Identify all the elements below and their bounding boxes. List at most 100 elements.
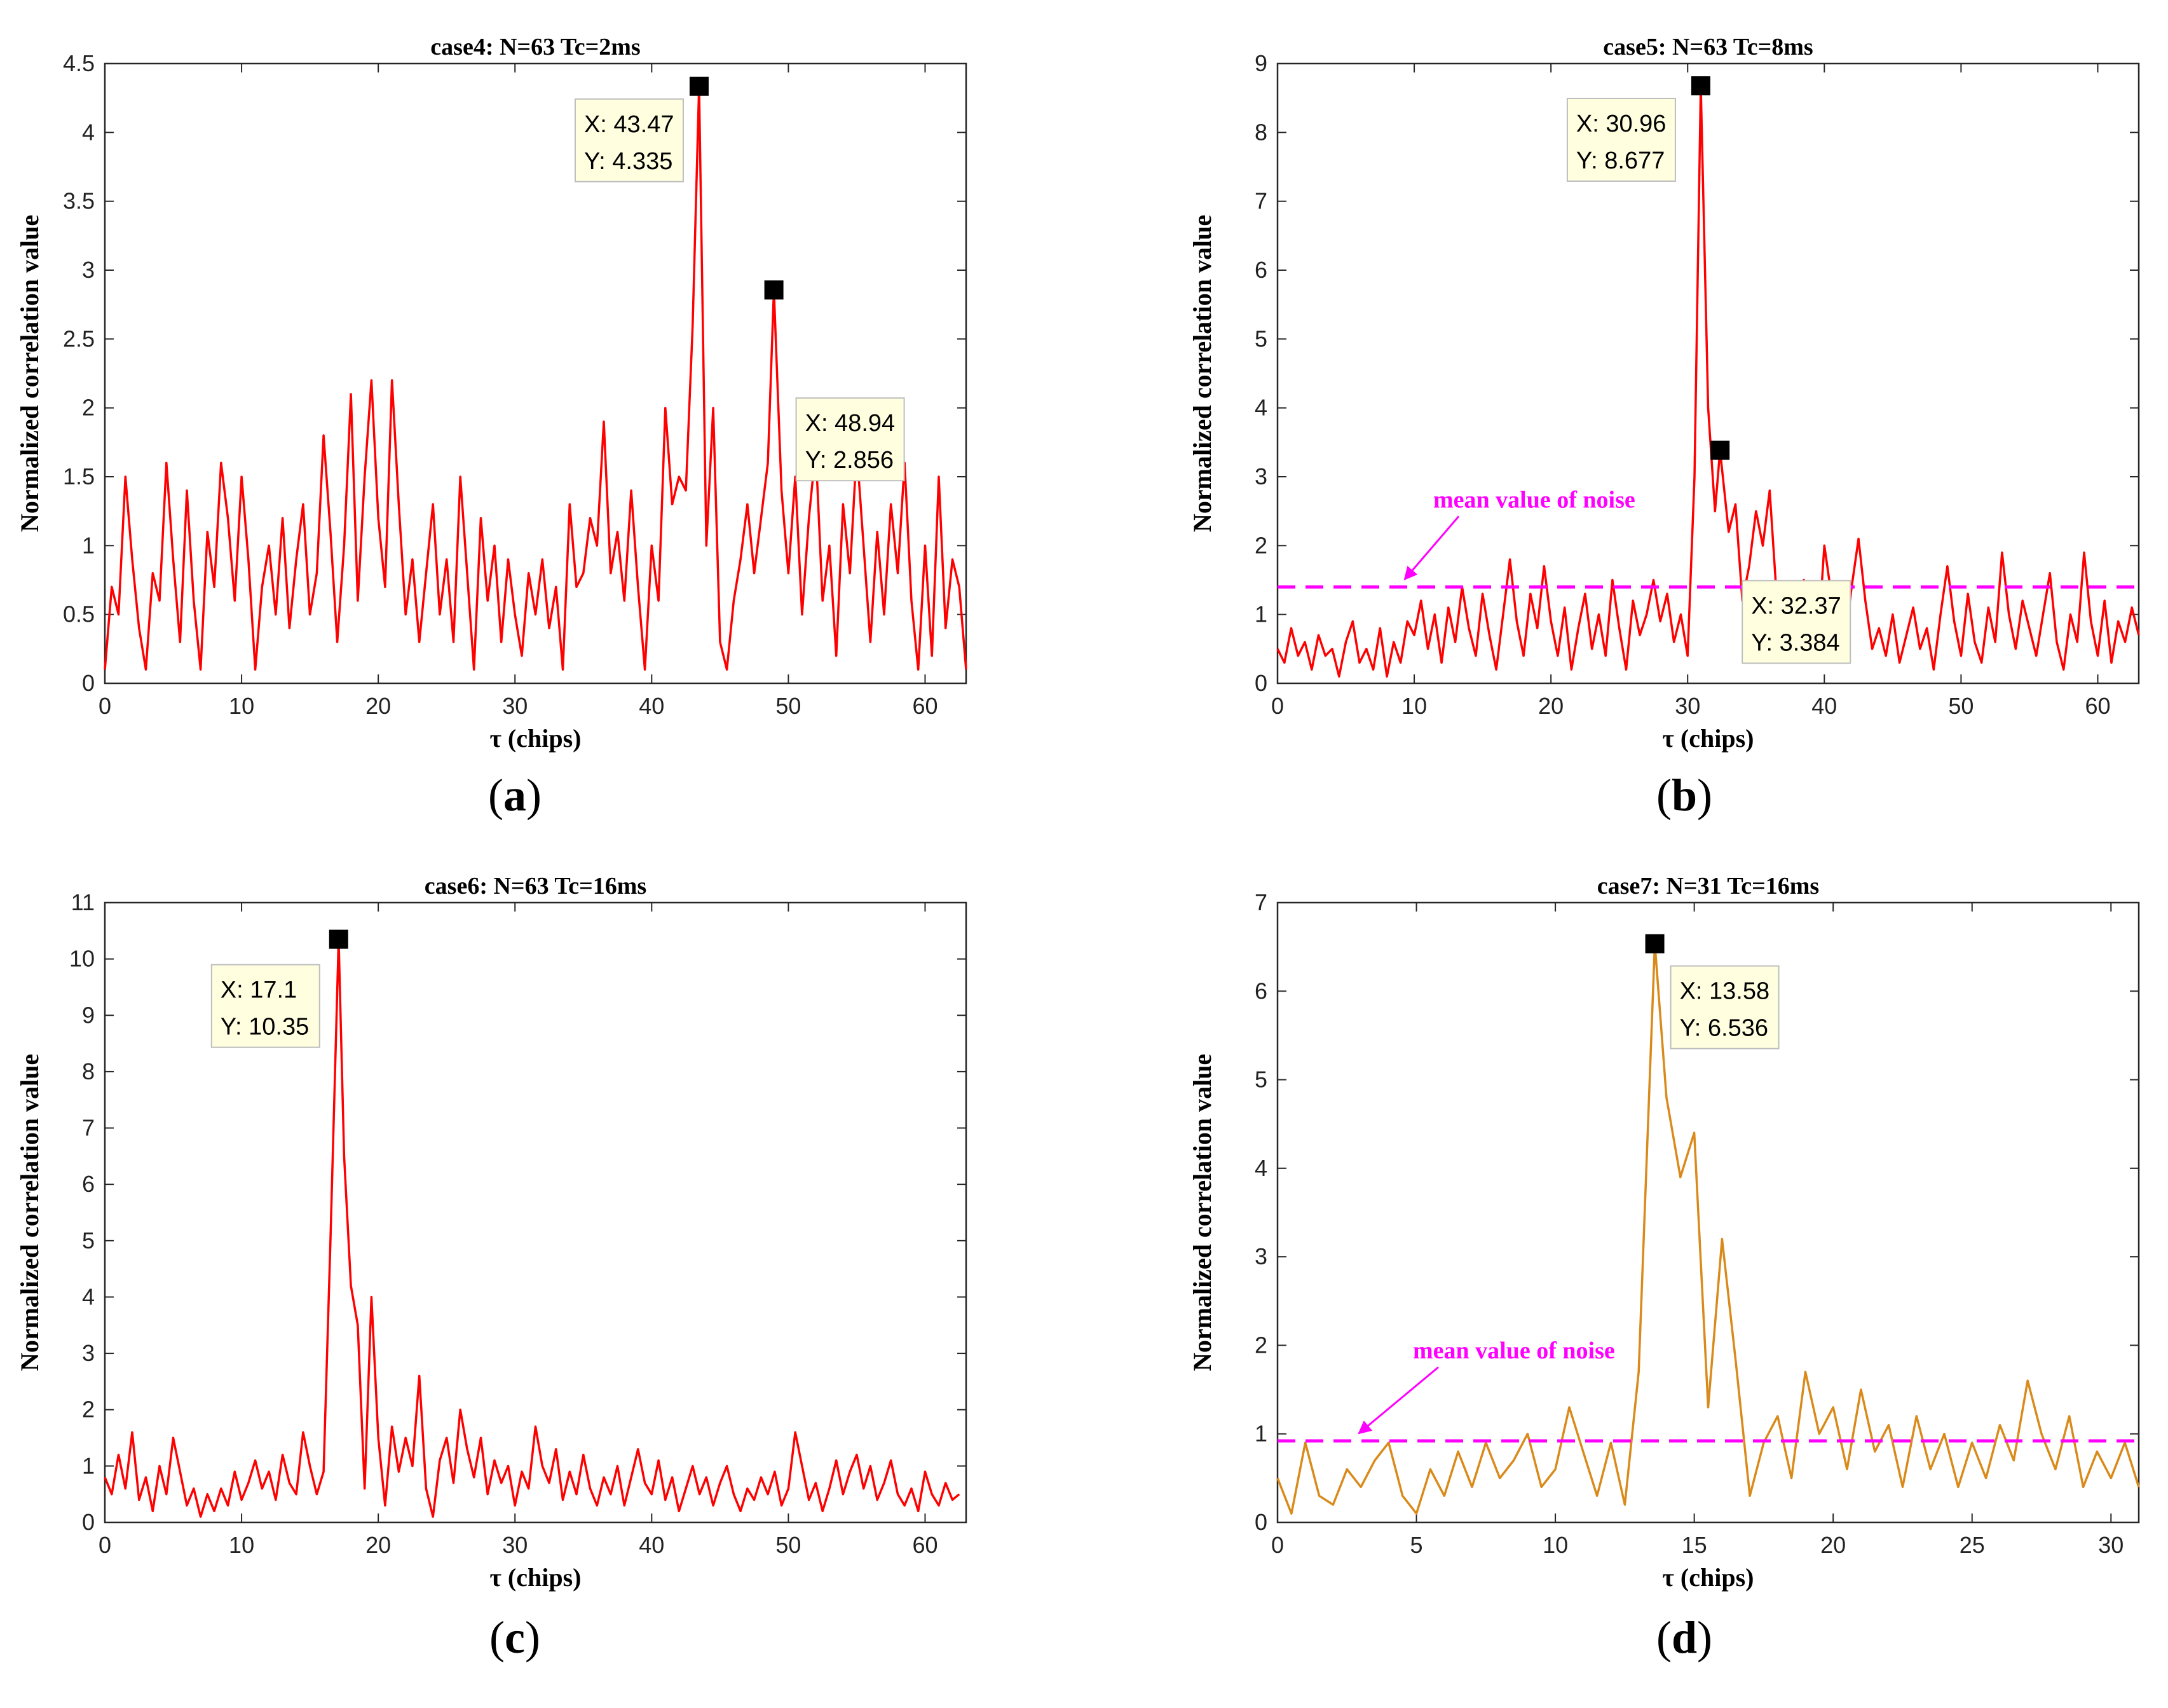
x-tick-label: 0 [99, 693, 111, 719]
y-axis-label: Normalized correlation value [15, 1054, 44, 1371]
y-tick-label: 6 [82, 1171, 95, 1197]
panel-caption: (b) [1656, 770, 1712, 821]
panel-caption-letter: a [503, 770, 526, 821]
x-axis-label: τ (chips) [1662, 724, 1754, 753]
chart-title: case7: N=31 Tc=16ms [1597, 873, 1819, 899]
chart-panel-d: 0 5 10 15 20 25 30 0 1 2 3 4 5 6 7 case7: N=31 Tc=16ms τ… [1188, 873, 2140, 1663]
x-tick-label: 0 [99, 1532, 111, 1558]
x-tick-label: 0 [1271, 693, 1284, 719]
y-tick-label: 2 [82, 1397, 95, 1423]
x-tick-label: 10 [1543, 1532, 1568, 1558]
y-tick-label: 4 [82, 119, 95, 145]
datatip-x: X: 30.96 [1576, 111, 1667, 137]
y-tick-label: 0 [1255, 1509, 1267, 1535]
datatip-y: Y: 4.335 [584, 148, 672, 175]
datatip-x: X: 48.94 [805, 410, 896, 437]
panel-caption: (a) [488, 770, 542, 821]
y-tick-label: 5 [1255, 1067, 1267, 1093]
x-tick-label: 20 [1820, 1532, 1846, 1558]
y-tick-label: 0.5 [63, 601, 95, 627]
datatip-box [1670, 965, 1780, 1049]
y-tick-label: 2 [1255, 532, 1267, 558]
x-tick-label: 30 [2098, 1532, 2124, 1558]
mean-noise-label: mean value of noise [1413, 1337, 1615, 1364]
y-tick-label: 5 [1255, 325, 1267, 352]
series-line [1276, 85, 2140, 678]
x-tick-label: 50 [775, 693, 801, 719]
panel-caption-close: ) [1697, 1612, 1712, 1663]
panel-caption-letter: b [1672, 770, 1697, 821]
datatip-box [574, 98, 684, 182]
x-axis-label: τ (chips) [489, 724, 581, 753]
y-axis-label: Normalized correlation value [15, 215, 44, 532]
datatip-x: X: 32.37 [1751, 592, 1841, 619]
y-tick-label: 2 [1255, 1332, 1267, 1358]
x-tick-label: 10 [1401, 693, 1427, 719]
chart-title: case5: N=63 Tc=8ms [1603, 34, 1813, 60]
y-tick-label: 1 [82, 1452, 95, 1479]
y-tick-label: 3 [1255, 1243, 1267, 1269]
y-tick-label: 7 [1255, 889, 1267, 915]
datatip-box [210, 964, 320, 1048]
panel-caption-open: ( [1656, 770, 1672, 821]
panel-caption-close: ) [1697, 770, 1712, 821]
x-tick-label: 50 [1948, 693, 1974, 719]
x-tick-label: 60 [2085, 693, 2110, 719]
x-tick-label: 5 [1410, 1532, 1423, 1558]
y-tick-label: 11 [71, 889, 95, 915]
datatip-y: Y: 8.677 [1576, 147, 1665, 174]
y-tick-label: 4 [82, 1283, 95, 1309]
y-tick-label: 3 [82, 1340, 95, 1366]
y-tick-label: 1 [1255, 1421, 1267, 1447]
panel-caption: (d) [1656, 1612, 1712, 1663]
chart-panel-c: 0 10 20 30 40 50 60 0 1 2 3 4 5 6 7 8 9 10 11 case6: N=63 T… [15, 873, 967, 1663]
panel-caption-open: ( [489, 1612, 505, 1663]
y-tick-label: 4.5 [63, 50, 95, 76]
x-tick-label: 40 [639, 1532, 664, 1558]
datatip-marker [764, 280, 784, 300]
x-tick-label: 15 [1682, 1532, 1707, 1558]
y-tick-label: 6 [1255, 978, 1267, 1004]
panel-caption-letter: c [505, 1612, 525, 1663]
datatip-marker [1645, 934, 1665, 953]
datatip-box [1566, 97, 1676, 182]
panel-caption-open: ( [488, 770, 503, 821]
x-tick-label: 30 [1675, 693, 1700, 719]
y-tick-label: 9 [82, 1002, 95, 1028]
x-tick-label: 30 [502, 693, 528, 719]
x-tick-label: 30 [502, 1532, 528, 1558]
y-axis-label: Normalized correlation value [1188, 1054, 1217, 1371]
x-tick-label: 40 [639, 693, 664, 719]
x-tick-label: 40 [1811, 693, 1837, 719]
y-tick-label: 0 [82, 670, 95, 696]
x-tick-label: 20 [365, 1532, 391, 1558]
x-tick-label: 25 [1960, 1532, 1985, 1558]
panel-caption-open: ( [1656, 1612, 1672, 1663]
x-tick-label: 60 [912, 693, 937, 719]
x-axis-label: τ (chips) [1662, 1563, 1754, 1592]
x-tick-label: 10 [229, 693, 254, 719]
x-tick-label: 60 [912, 1532, 937, 1558]
datatip-box [795, 397, 905, 482]
datatip-x: X: 43.47 [584, 111, 674, 138]
y-tick-label: 1 [82, 532, 95, 558]
panel-caption-close: ) [525, 1612, 540, 1663]
datatip-y: Y: 6.536 [1680, 1015, 1768, 1042]
chart-title: case6: N=63 Tc=16ms [425, 873, 646, 899]
x-axis-label: τ (chips) [489, 1563, 581, 1592]
y-tick-label: 10 [69, 946, 95, 972]
chart-title: case4: N=63 Tc=2ms [430, 34, 640, 60]
y-tick-label: 0 [1255, 670, 1267, 696]
datatip-marker [1710, 441, 1730, 460]
x-tick-label: 20 [1538, 693, 1564, 719]
mean-noise-arrow [1358, 1366, 1439, 1435]
mean-noise-label: mean value of noise [1433, 486, 1635, 513]
y-tick-label: 5 [82, 1227, 95, 1254]
datatip-y: Y: 10.35 [221, 1014, 309, 1041]
y-tick-label: 3 [1255, 463, 1267, 489]
datatip-y: Y: 2.856 [805, 447, 894, 474]
y-tick-label: 1 [1255, 601, 1267, 627]
series-line [104, 85, 967, 671]
